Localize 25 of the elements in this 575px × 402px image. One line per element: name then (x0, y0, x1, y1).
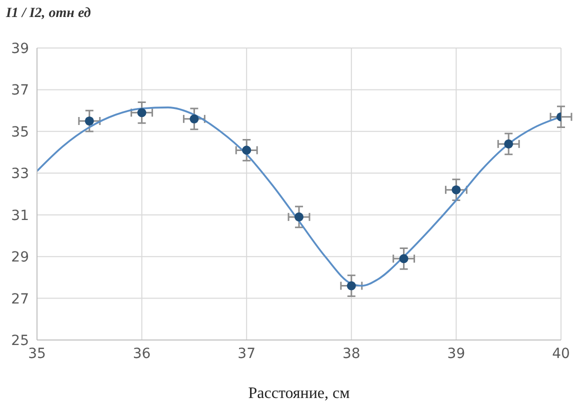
y-tick-label: 25 (11, 332, 29, 349)
y-axis-title: I1 / I2, отн ед (6, 6, 91, 22)
x-tick-label: 35 (28, 346, 46, 362)
point (399, 254, 408, 264)
point (346, 281, 356, 290)
y-tick-label: 29 (11, 250, 29, 266)
x-tick-label: 40 (552, 346, 570, 362)
point (137, 108, 146, 118)
point (504, 139, 514, 148)
y-tick-label: 39 (11, 40, 29, 57)
y-tick-label: 27 (11, 291, 29, 308)
point (452, 185, 461, 194)
y-tick-label: 31 (11, 208, 29, 224)
point (294, 212, 304, 222)
x-tick-label: 36 (132, 346, 151, 362)
x-tick-label: 37 (238, 346, 256, 362)
x-tick-label: 39 (447, 346, 466, 362)
point (242, 146, 252, 155)
y-tick-label: 35 (11, 124, 29, 140)
point (84, 116, 94, 126)
y-tick-label: 37 (11, 82, 29, 99)
x-axis-title: Расстояние, см (248, 385, 350, 402)
y-tick-label: 33 (11, 166, 29, 182)
point (190, 114, 199, 124)
x-tick-label: 38 (342, 346, 360, 362)
